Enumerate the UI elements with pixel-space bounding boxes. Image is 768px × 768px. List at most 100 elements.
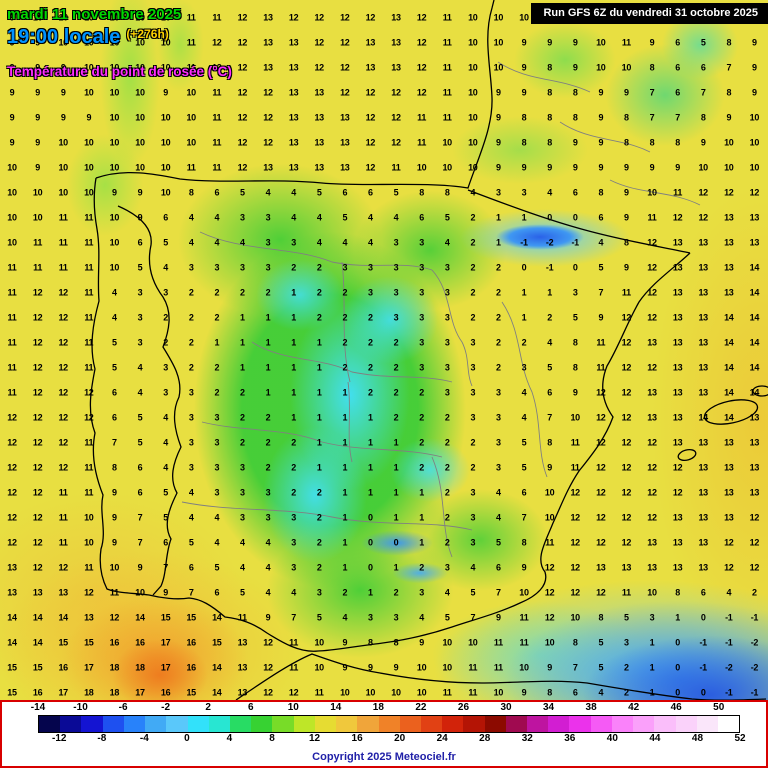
grid-value: 4 [214,537,220,548]
grid-value: 1 [265,337,271,348]
grid-value: 2 [240,437,245,448]
grid-value: 12 [596,412,606,423]
grid-value: 4 [496,512,501,523]
grid-value: 12 [647,287,657,298]
scale-label: 18 [372,702,384,713]
grid-value: 13 [724,462,734,473]
grid-value: 9 [342,662,348,673]
scale-label: -2 [161,702,171,713]
grid-value: 3 [137,312,143,323]
grid-value: 4 [214,212,220,223]
grid-value: 4 [521,412,527,423]
grid-value: 10 [58,187,68,198]
grid-value: 13 [314,87,324,98]
grid-value: 5 [598,262,604,273]
grid-value: 1 [316,412,322,423]
grid-value: 11 [442,87,452,98]
grid-value: 4 [342,612,348,623]
grid-value: 12 [621,312,632,323]
grid-value: 10 [7,212,17,223]
grid-value: 11 [314,687,324,698]
grid-value: 13 [263,62,273,73]
grid-value: 12 [724,537,734,548]
grid-value: 3 [265,262,271,273]
grid-value: 10 [84,512,94,523]
grid-value: 12 [647,312,657,323]
grid-value: 14 [32,637,43,648]
grid-value: 2 [547,312,552,323]
scale-segment [611,716,634,732]
grid-value: 4 [496,487,501,498]
grid-value: 2 [419,387,424,398]
grid-value: 2 [496,362,501,373]
scale-segment [145,716,167,732]
grid-value: 6 [572,187,578,198]
grid-value: 6 [214,587,220,598]
grid-value: 8 [521,137,527,148]
grid-value: 4 [393,212,399,223]
grid-value: 3 [316,587,322,598]
grid-value: 4 [240,537,245,548]
grid-value: 12 [672,462,683,473]
grid-value: 9 [496,112,501,123]
grid-value: 2 [393,412,399,423]
grid-value: 6 [137,237,143,248]
grid-value: 1 [240,362,245,373]
grid-value: 12 [596,587,606,598]
grid-value: 9 [624,162,629,173]
grid-value: 12 [416,62,427,73]
grid-value: 14 [212,687,222,698]
grid-value: 8 [598,612,604,623]
grid-value: 2 [470,437,476,448]
grid-value: 10 [135,87,145,98]
scale-label: 0 [184,733,190,744]
grid-value: 7 [675,112,680,123]
grid-value: 10 [58,137,68,148]
grid-value: 12 [32,437,43,448]
grid-value: 12 [84,587,94,598]
scale-label: 20 [394,733,406,744]
grid-value: 10 [109,37,120,48]
grid-value: 13 [263,162,273,173]
grid-value: 13 [647,412,657,423]
grid-value: 14 [724,337,734,348]
grid-value: 12 [621,487,632,498]
grid-value: 12 [237,12,248,23]
grid-value: 9 [9,87,15,98]
grid-value: 4 [291,587,296,598]
grid-value: 13 [288,137,299,148]
grid-value: 9 [649,37,655,48]
grid-value: 11 [7,387,17,398]
grid-value: 3 [419,237,424,248]
grid-value: 8 [521,112,527,123]
grid-value: 12 [621,362,632,373]
grid-value: 9 [726,112,732,123]
grid-value: 4 [188,487,194,498]
grid-value: 10 [468,137,478,148]
grid-value: 15 [84,637,94,648]
grid-value: 2 [265,462,271,473]
grid-value: 3 [444,562,450,573]
scale-segment [293,716,315,732]
grid-value: 12 [570,537,580,548]
grid-value: 14 [749,312,760,323]
grid-value: 3 [470,387,476,398]
scale-label: 28 [479,733,491,744]
grid-value: 9 [137,562,143,573]
grid-value: 12 [263,87,273,98]
grid-value: 12 [672,487,683,498]
grid-value: 3 [444,387,450,398]
grid-value: 10 [442,137,452,148]
grid-value: 4 [265,587,271,598]
grid-value: 12 [570,512,580,523]
grid-value: 13 [621,562,632,573]
coastline-svg [89,0,768,700]
grid-value: 17 [84,662,94,673]
grid-value: 14 [749,387,760,398]
grid-value: 3 [188,437,194,448]
grid-value: 3 [419,262,424,273]
grid-value: 14 [58,612,68,623]
grid-value: 13 [749,212,760,223]
grid-value: 13 [391,62,401,73]
